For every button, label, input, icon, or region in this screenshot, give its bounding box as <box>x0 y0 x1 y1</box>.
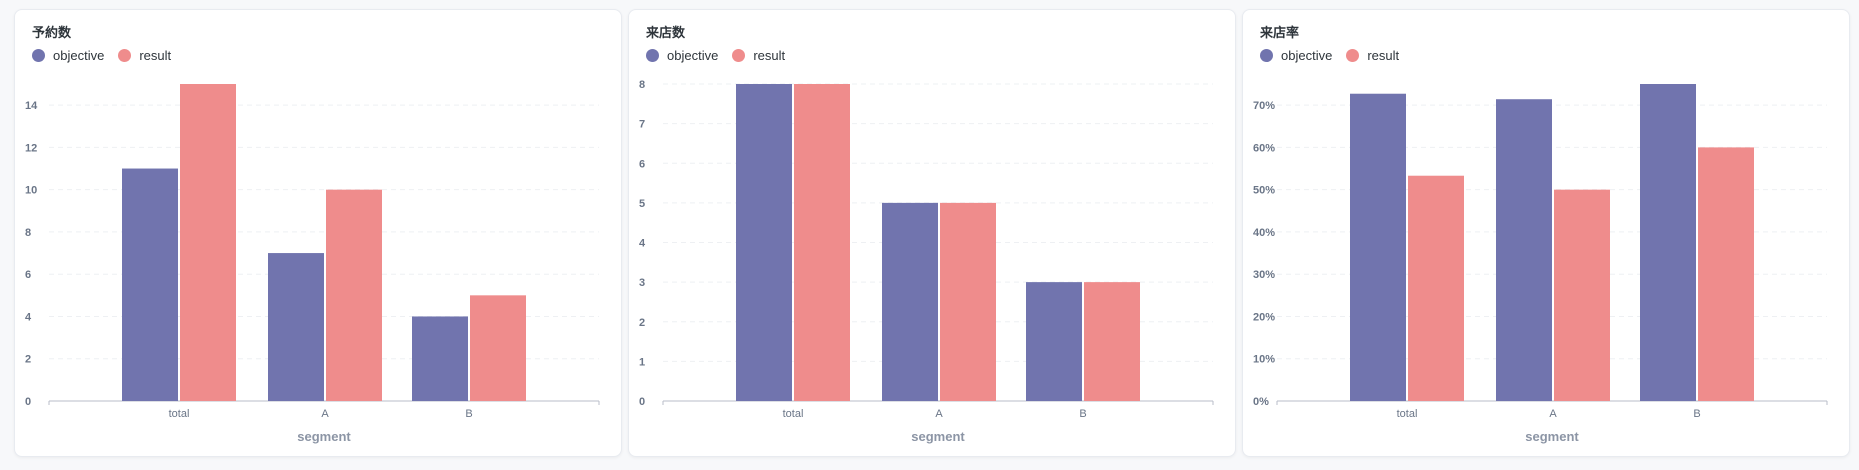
y-tick-label: 12 <box>25 142 37 154</box>
legend-swatch-objective <box>32 49 45 62</box>
y-tick-label: 70% <box>1253 100 1275 112</box>
y-tick-label: 1 <box>639 356 645 368</box>
legend-label-result: result <box>1367 48 1400 63</box>
y-tick-label: 2 <box>639 317 645 329</box>
legend-item-result[interactable]: result <box>732 48 785 63</box>
chart-title: 来店数 <box>646 26 686 41</box>
bar-result-a <box>326 189 382 401</box>
y-tick-label: 6 <box>639 158 645 170</box>
x-tick-label: total <box>783 408 804 420</box>
legend-label-result: result <box>753 48 786 63</box>
chart-legend: objective result <box>646 48 799 63</box>
y-tick-label: 60% <box>1253 142 1275 154</box>
bar-result-b <box>470 295 526 401</box>
x-tick-label: B <box>465 408 472 420</box>
chart-legend: objective result <box>1260 48 1413 63</box>
chart-title: 来店率 <box>1260 26 1300 41</box>
legend-swatch-objective <box>1260 49 1273 62</box>
x-axis-title: segment <box>297 429 351 444</box>
bar-objective-b <box>1640 84 1696 401</box>
legend-item-objective[interactable]: objective <box>1260 48 1332 63</box>
y-tick-label: 14 <box>25 100 38 112</box>
chart-legend: objective result <box>32 48 185 63</box>
y-tick-label: 20% <box>1253 311 1275 323</box>
y-tick-label: 2 <box>25 354 31 366</box>
x-tick-label: A <box>1549 408 1557 420</box>
y-tick-label: 8 <box>25 227 31 239</box>
x-axis-title: segment <box>1525 429 1579 444</box>
legend-item-result[interactable]: result <box>118 48 171 63</box>
bar-result-total <box>180 84 236 401</box>
y-tick-label: 30% <box>1253 269 1275 281</box>
bar-objective-total <box>1350 93 1406 401</box>
chart-title: 予約数 <box>32 26 72 41</box>
bar-result-total <box>794 84 850 401</box>
legend-label-objective: objective <box>53 48 105 63</box>
legend-label-result: result <box>139 48 172 63</box>
x-tick-label: A <box>935 408 943 420</box>
bar-result-total <box>1408 175 1464 401</box>
y-tick-label: 4 <box>639 238 646 250</box>
y-tick-label: 8 <box>639 79 645 91</box>
legend-item-objective[interactable]: objective <box>32 48 104 63</box>
bar-objective-a <box>882 202 938 401</box>
y-tick-label: 50% <box>1253 185 1275 197</box>
y-tick-label: 3 <box>639 277 645 289</box>
legend-swatch-result <box>118 49 132 62</box>
y-tick-label: 6 <box>25 269 31 281</box>
bar-result-a <box>940 202 996 401</box>
y-tick-label: 10 <box>25 185 37 197</box>
y-tick-label: 40% <box>1253 227 1275 239</box>
legend-item-objective[interactable]: objective <box>646 48 718 63</box>
y-tick-label: 0% <box>1253 396 1269 408</box>
bar-objective-a <box>268 253 324 401</box>
x-tick-label: total <box>1397 408 1418 420</box>
y-tick-label: 4 <box>25 311 32 323</box>
bar-result-a <box>1554 189 1610 401</box>
y-tick-label: 10% <box>1253 354 1275 366</box>
legend-swatch-objective <box>646 49 659 62</box>
bar-objective-a <box>1496 99 1552 401</box>
bar-objective-total <box>736 84 792 401</box>
x-tick-label: total <box>169 408 190 420</box>
x-tick-label: A <box>321 408 329 420</box>
y-tick-label: 5 <box>639 198 645 210</box>
legend-label-objective: objective <box>1281 48 1333 63</box>
bar-objective-b <box>1026 282 1082 401</box>
legend-label-objective: objective <box>667 48 719 63</box>
x-tick-label: B <box>1079 408 1086 420</box>
x-tick-label: B <box>1693 408 1700 420</box>
chart-card-visit-rate: 来店率 objective result 0% 10% 20% 30% 40% 50% 60… <box>1242 9 1850 457</box>
legend-item-result[interactable]: result <box>1346 48 1399 63</box>
y-tick-label: 0 <box>639 396 645 408</box>
bar-result-b <box>1698 147 1754 401</box>
bar-objective-b <box>412 316 468 401</box>
bar-objective-total <box>122 168 178 401</box>
y-tick-label: 0 <box>25 396 31 408</box>
legend-swatch-result <box>1346 49 1360 62</box>
x-axis-title: segment <box>911 429 965 444</box>
legend-swatch-result <box>732 49 746 62</box>
bar-result-b <box>1084 282 1140 401</box>
y-tick-label: 7 <box>639 119 645 131</box>
